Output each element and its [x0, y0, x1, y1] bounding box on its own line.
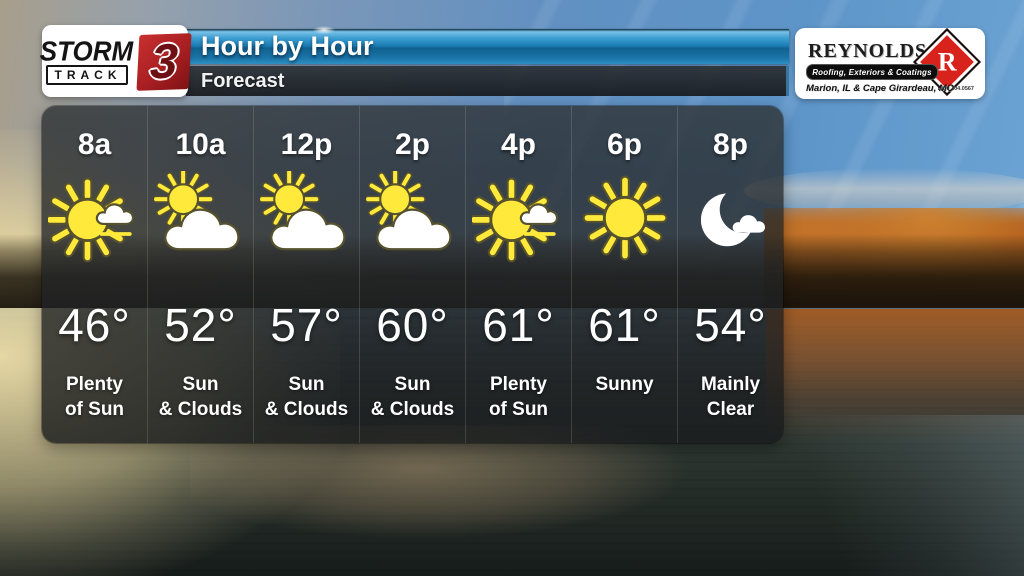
forecast-column-12p: 12p 57° Sun & Clouds [254, 106, 360, 443]
storm-track-3-logo: STORM TRACK 3 [39, 25, 192, 97]
condition-line-2: & Clouds [370, 399, 455, 420]
condition-label: Sunny [595, 372, 653, 397]
channel-3-badge: 3 [136, 33, 192, 91]
time-label: 4p [500, 128, 536, 161]
trees-water-reflection [766, 309, 1024, 444]
condition-line-1: Plenty [65, 374, 123, 395]
condition-line-2: of Sun [488, 399, 549, 420]
sun-small-cloud-icon [48, 170, 142, 266]
storm-track-3-logo-inner: STORM TRACK 3 [39, 33, 192, 91]
forecast-column-2p: 2p 60° Sun & Clouds [360, 106, 466, 443]
condition-line-1: Sun [182, 374, 219, 395]
time-label: 2p [394, 128, 430, 161]
haze-band [744, 168, 1024, 214]
page-subtitle: Forecast [201, 70, 285, 92]
condition-label: Mainly Clear [701, 372, 760, 422]
subtitle-bar: Forecast [186, 66, 789, 96]
gloss-glint [313, 26, 335, 34]
temperature: 61° [588, 299, 661, 351]
condition-line-1: Sun [394, 374, 431, 395]
time-label: 8a [77, 128, 112, 161]
condition-label: Plenty of Sun [65, 372, 124, 422]
condition-line-1: Mainly [700, 374, 761, 395]
waterline [764, 306, 1024, 309]
storm-wordmark-line2: TRACK [45, 65, 128, 85]
temperature: 60° [376, 299, 449, 351]
temperature: 54° [694, 299, 767, 351]
time-label: 12p [280, 128, 333, 161]
temperature: 52° [164, 299, 237, 351]
temperature: 57° [270, 299, 343, 351]
condition-line-1: Plenty [489, 374, 547, 395]
sun-behind-cloud-icon [366, 170, 460, 266]
time-label: 10a [175, 128, 226, 161]
time-label: 8p [712, 128, 748, 161]
forecast-column-8p: 8p 54° Mainly Clear [678, 106, 783, 443]
temperature: 46° [58, 299, 131, 351]
condition-label: Sun & Clouds [265, 372, 348, 422]
sun-behind-cloud-icon [260, 170, 354, 266]
sun-behind-cloud-icon [154, 170, 248, 266]
hourly-forecast-panel: 8a 46° Plenty of Sun 10a 52° Sun & Cloud… [42, 106, 783, 443]
temperature: 61° [482, 299, 555, 351]
condition-label: Sun & Clouds [159, 372, 242, 422]
forecast-column-6p: 6p 61° Sunny [572, 106, 678, 443]
sponsor-logo-reynolds: REYNOLDS R Roofing, Exteriors & Coatings… [795, 28, 985, 99]
title-bar: Hour by Hour [186, 29, 789, 64]
sponsor-location: Marion, IL & Cape Girardeau, MO [806, 83, 955, 94]
condition-label: Plenty of Sun [489, 372, 548, 422]
forecast-column-10a: 10a 52° Sun & Clouds [148, 106, 254, 443]
storm-wordmark-line1: STORM [39, 34, 134, 68]
forecast-column-8a: 8a 46° Plenty of Sun [42, 106, 148, 443]
page-title: Hour by Hour [201, 31, 374, 61]
sponsor-tagline: Roofing, Exteriors & Coatings [812, 67, 932, 77]
condition-label: Sun & Clouds [371, 372, 454, 422]
moon-cloud-icon [684, 170, 778, 266]
sponsor-tagline-bar: Roofing, Exteriors & Coatings [806, 64, 938, 80]
cloud-water-reflection [190, 425, 690, 540]
forecast-column-4p: 4p 61° Plenty of Sun [466, 106, 572, 443]
sponsor-name: REYNOLDS [808, 40, 928, 62]
condition-line-2: & Clouds [158, 399, 243, 420]
channel-number: 3 [149, 34, 180, 90]
time-label: 6p [606, 128, 642, 161]
sun-small-cloud-icon [472, 170, 566, 266]
sponsor-initial: R [937, 47, 957, 76]
condition-line-1: Sunny [595, 374, 654, 395]
condition-line-2: Clear [706, 399, 755, 420]
sponsor-license: LIC# 104.0567 [937, 86, 974, 92]
condition-line-2: of Sun [64, 399, 125, 420]
condition-line-1: Sun [288, 374, 325, 395]
condition-line-2: & Clouds [264, 399, 349, 420]
sun-icon [578, 170, 672, 266]
storm-track-wordmark: STORM TRACK [39, 34, 134, 85]
